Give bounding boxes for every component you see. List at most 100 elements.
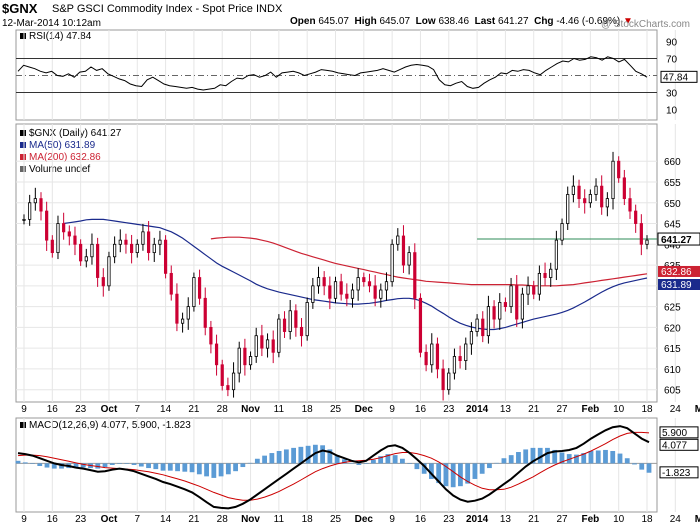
candle-body xyxy=(498,302,502,320)
candle-body xyxy=(447,372,451,391)
candle-body xyxy=(113,243,117,258)
candle-body xyxy=(560,223,564,241)
macd-histogram-bar xyxy=(175,463,180,472)
macd-histogram-bar xyxy=(298,446,304,464)
macd-histogram-bar xyxy=(429,463,434,479)
candle-body xyxy=(67,231,71,237)
time-tick-label: 18 xyxy=(302,514,314,525)
time-tick-label: 7 xyxy=(134,514,140,525)
candle-body xyxy=(209,326,213,345)
down-triangle-icon: ▼ xyxy=(623,16,633,27)
candle-body xyxy=(180,318,185,324)
candle-body xyxy=(186,306,190,320)
macd-histogram-bar xyxy=(458,463,463,487)
macd-histogram-bar xyxy=(472,463,478,479)
macd-histogram-bar xyxy=(334,455,340,464)
time-tick-label: 18 xyxy=(641,404,653,415)
macd-histogram-bar xyxy=(501,458,507,464)
macd-tag-text: -1.823 xyxy=(662,468,691,479)
candle-body xyxy=(135,243,139,254)
candle-body xyxy=(28,202,32,220)
candle-body xyxy=(56,223,60,254)
ma50-line xyxy=(63,218,648,331)
candle-body xyxy=(197,277,202,299)
candle-body xyxy=(118,239,122,245)
candle-body xyxy=(413,252,417,299)
candle-body xyxy=(543,272,547,278)
time-tick-label: Oct xyxy=(101,404,118,415)
macd-histogram-bar xyxy=(269,453,275,464)
macd-histogram-bar xyxy=(196,463,202,475)
candle-body xyxy=(600,185,604,208)
macd-histogram-bar xyxy=(494,462,500,464)
macd-histogram-bar xyxy=(588,450,594,464)
candle-body xyxy=(486,306,491,337)
macd-histogram-bar xyxy=(516,452,521,464)
time-tick-label: 7 xyxy=(134,404,140,415)
macd-histogram-bar xyxy=(276,450,282,464)
time-tick-label: 27 xyxy=(556,404,568,415)
candle-body xyxy=(435,343,440,370)
rsi-last-tag xyxy=(660,70,698,83)
candle-body xyxy=(322,277,326,287)
candle-body xyxy=(401,235,406,266)
candle-body xyxy=(79,243,83,262)
macd-histogram-bar xyxy=(603,449,608,464)
candle-body xyxy=(396,235,400,245)
macd-histogram-bar xyxy=(349,462,355,464)
time-tick-label: 16 xyxy=(47,514,59,525)
macd-histogram-bar xyxy=(378,456,384,464)
price-tick-label: 660 xyxy=(664,157,681,168)
candle-body xyxy=(101,277,105,287)
rsi-tick-label: 30 xyxy=(666,89,678,100)
candle-body xyxy=(248,356,253,366)
candle-body xyxy=(124,239,128,245)
candle-body xyxy=(583,198,587,204)
time-tick-label: 27 xyxy=(556,514,568,525)
macd-histogram-bar xyxy=(247,462,253,464)
candle-body xyxy=(169,272,173,295)
macd-histogram-bar xyxy=(160,463,166,471)
candle-body xyxy=(418,297,423,353)
candle-body xyxy=(628,198,632,212)
time-tick-label: Mar xyxy=(695,514,700,525)
candle-body xyxy=(424,351,428,366)
macd-histogram-bar xyxy=(254,458,260,464)
candle-body xyxy=(407,252,411,266)
macd-histogram-bar xyxy=(400,458,405,464)
time-tick-label: 9 xyxy=(21,404,27,415)
candle-body xyxy=(577,185,581,200)
price-tick-label: 625 xyxy=(664,303,681,314)
candle-body xyxy=(158,239,162,245)
macd-histogram-bar xyxy=(646,463,652,473)
macd-histogram-bar xyxy=(523,449,529,464)
time-tick-label: 24 xyxy=(670,404,682,415)
candle-body xyxy=(384,281,389,291)
macd-histogram-bar xyxy=(414,463,420,470)
candle-body xyxy=(163,239,168,274)
macd-histogram-bar xyxy=(436,463,442,484)
time-tick-label: 16 xyxy=(47,404,59,415)
macd-histogram-bar xyxy=(44,463,50,468)
candle-body xyxy=(141,231,145,245)
macd-histogram-bar xyxy=(407,463,413,464)
ma-tag xyxy=(658,265,700,277)
macd-histogram-bar xyxy=(80,463,86,468)
macd-plot xyxy=(15,425,657,510)
macd-histogram-bar xyxy=(73,463,79,469)
macd-histogram-bar xyxy=(545,447,550,464)
candle-body xyxy=(430,343,434,366)
macd-histogram-bar xyxy=(291,447,297,464)
candle-body xyxy=(464,343,468,362)
time-tick-label: Dec xyxy=(355,404,374,415)
time-tick-label: 24 xyxy=(670,514,682,525)
time-tick-label: 18 xyxy=(641,514,653,525)
time-tick-label: 9 xyxy=(389,404,395,415)
macd-histogram-bar xyxy=(530,447,536,464)
macd-histogram-bar xyxy=(153,463,159,470)
macd-panel-frame xyxy=(15,417,658,513)
macd-histogram-bar xyxy=(566,454,572,464)
macd-histogram-bar xyxy=(617,453,623,464)
macd-histogram-bar xyxy=(632,463,637,465)
candle-body xyxy=(515,285,519,320)
